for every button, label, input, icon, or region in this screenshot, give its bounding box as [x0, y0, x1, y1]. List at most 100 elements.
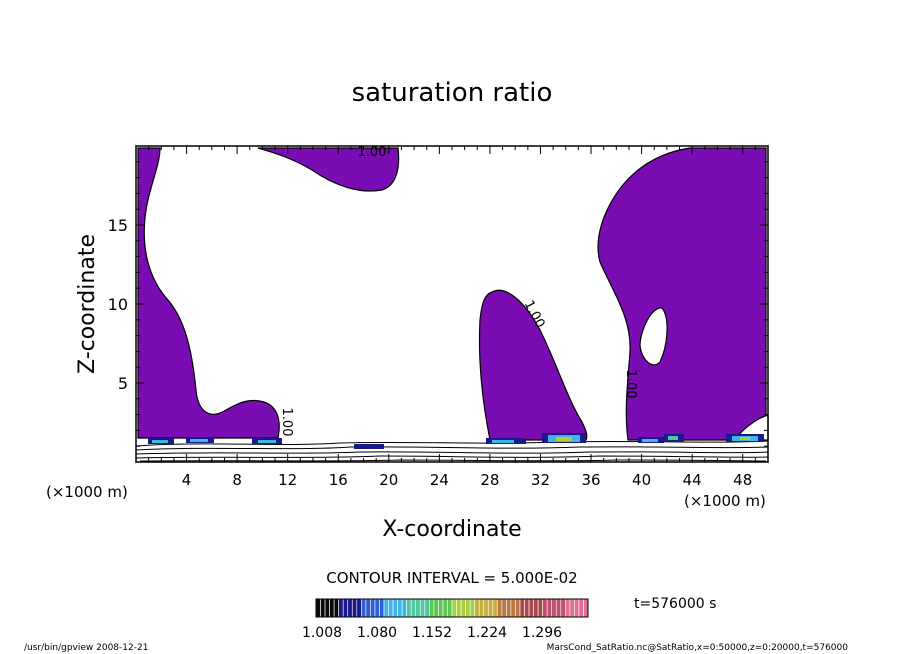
- colorbar-swatch: [419, 598, 426, 618]
- x-tick-label: 24: [430, 471, 449, 489]
- colorbar-swatch: [537, 598, 543, 618]
- colorbar-swatch: [519, 598, 525, 618]
- y-tick-label: 10: [108, 295, 128, 314]
- colorbar-label: 1.224: [467, 625, 507, 641]
- x-unit-right: (×1000 m): [684, 492, 766, 510]
- x-tick-label: 48: [733, 471, 752, 489]
- colorbar-swatch: [478, 598, 485, 618]
- colorbar-swatch: [442, 598, 448, 618]
- x-tick-label: 28: [480, 471, 499, 489]
- colorbar-swatch: [542, 598, 548, 618]
- colorbar-label: 1.296: [522, 625, 562, 641]
- colorbar-swatch: [569, 598, 575, 618]
- unshaded-hole: [639, 307, 668, 366]
- colorbar-swatch: [438, 598, 444, 618]
- colorbar-swatch: [433, 598, 439, 618]
- colorbar-swatch: [338, 598, 344, 618]
- colorbar-swatch: [388, 598, 394, 618]
- colorbar-swatch: [315, 598, 321, 618]
- contour-label-4: 1.00: [623, 370, 638, 399]
- shaded-region-top-blob: [257, 147, 400, 192]
- time-label: t=576000 s: [634, 596, 716, 612]
- colorbar-swatch: [320, 598, 326, 618]
- plot-area: 1.00 1.00 1.00 1.00 4 8 12 16 20 24 28 32 36 40 44…: [108, 145, 769, 489]
- colorbar-swatch: [324, 598, 330, 618]
- colorbar-swatch: [565, 598, 571, 618]
- colorbar: [315, 598, 589, 618]
- colorbar-swatch: [356, 598, 362, 618]
- colorbar-swatch: [501, 598, 507, 618]
- colorbar-swatch: [578, 598, 584, 618]
- colorbar-swatch: [397, 598, 403, 618]
- colorbar-swatch: [451, 598, 457, 618]
- colorbar-swatch: [351, 598, 358, 618]
- x-tick-label: 12: [278, 471, 297, 489]
- colorbar-swatch: [474, 598, 480, 618]
- x-tick-label: 36: [581, 471, 600, 489]
- colorbar-label: 1.080: [357, 625, 397, 641]
- colorbar-swatch: [392, 598, 398, 618]
- colorbar-swatch: [379, 598, 385, 618]
- colorbar-swatch: [506, 598, 512, 618]
- colorbar-swatch: [533, 598, 539, 618]
- colorbar-frame: [315, 598, 589, 618]
- colorbar-label: 1.008: [302, 625, 342, 641]
- colorbar-swatch: [546, 598, 553, 618]
- x-unit-left: (×1000 m): [46, 483, 128, 501]
- colorbar-swatch: [555, 598, 562, 618]
- x-tick-label: 32: [531, 471, 550, 489]
- colorbar-swatch: [370, 598, 376, 618]
- colorbar-swatch: [492, 598, 498, 618]
- colorbar-swatch: [424, 598, 430, 618]
- colorbar-swatch: [410, 598, 417, 618]
- colorbar-swatch: [560, 598, 566, 618]
- footer-right: MarsCond_SatRatio.nc@SatRatio,x=0:50000,…: [547, 643, 849, 653]
- supersaturation-patches: [148, 433, 764, 449]
- colorbar-swatch: [374, 598, 380, 618]
- colorbar-swatch: [528, 598, 534, 618]
- y-axis-ticks: 5 10 15: [108, 145, 768, 463]
- colorbar-swatch: [361, 598, 367, 618]
- colorbar-swatch: [465, 598, 471, 618]
- x-tick-label: 4: [182, 471, 192, 489]
- colorbar-swatch: [574, 598, 580, 618]
- y-tick-label: 15: [108, 216, 128, 235]
- contour-label-1: 1.00: [358, 145, 387, 160]
- shaded-region-right-column: [597, 147, 767, 441]
- colorbar-swatch: [447, 598, 453, 618]
- colorbar-labels: 1.008 1.080 1.152 1.224 1.296: [302, 625, 562, 641]
- x-axis-label: X-coordinate: [382, 517, 521, 542]
- shaded-region-left-column: [137, 147, 280, 439]
- x-tick-label: 40: [632, 471, 651, 489]
- colorbar-swatch: [406, 598, 412, 618]
- colorbar-swatch: [524, 598, 530, 618]
- colorbar-swatch: [329, 598, 335, 618]
- chart-title: saturation ratio: [352, 78, 553, 108]
- colorbar-swatch: [497, 598, 503, 618]
- y-axis-label: Z-coordinate: [75, 234, 100, 374]
- x-tick-label: 44: [683, 471, 702, 489]
- shaded-region-middle-column: [478, 289, 588, 441]
- colorbar-swatch: [342, 598, 349, 618]
- colorbar-swatch: [383, 598, 389, 618]
- colorbar-swatch: [365, 598, 371, 618]
- colorbar-swatch: [551, 598, 557, 618]
- contour-label-3: 1.00: [279, 408, 294, 437]
- x-axis-ticks: 4 8 12 16 20 24 28 32 36 40 44 48: [135, 146, 769, 489]
- colorbar-swatch: [429, 598, 435, 618]
- y-tick-label: 5: [118, 374, 128, 393]
- colorbar-label: 1.152: [412, 625, 452, 641]
- x-tick-label: 8: [232, 471, 242, 489]
- colorbar-swatch: [583, 598, 589, 618]
- colorbar-swatch: [456, 598, 462, 618]
- colorbar-swatch: [415, 598, 421, 618]
- colorbar-swatch: [487, 598, 494, 618]
- contour-interval: CONTOUR INTERVAL = 5.000E-02: [326, 569, 577, 587]
- colorbar-swatch: [483, 598, 489, 618]
- colorbar-swatch: [401, 598, 407, 618]
- colorbar-swatch: [469, 598, 475, 618]
- colorbar-swatch: [460, 598, 466, 618]
- x-tick-label: 20: [379, 471, 398, 489]
- x-tick-label: 16: [329, 471, 348, 489]
